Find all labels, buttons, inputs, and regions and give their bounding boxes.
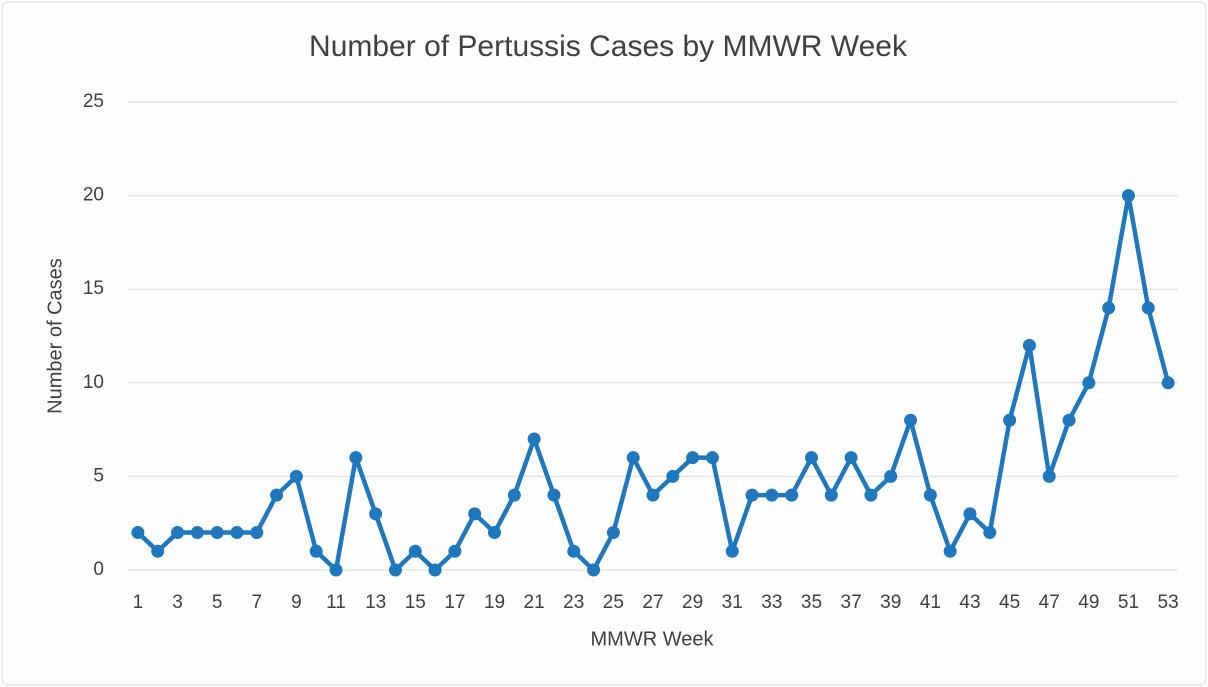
data-point [567, 544, 581, 558]
y-tick-label: 10 [83, 372, 104, 393]
y-tick-label: 25 [83, 91, 104, 112]
x-tick-label: 43 [959, 592, 980, 613]
data-point [309, 544, 323, 558]
data-point [329, 563, 343, 577]
data-point [606, 526, 620, 540]
data-point [983, 526, 997, 540]
data-point [804, 451, 818, 465]
x-tick-label: 39 [880, 592, 901, 613]
x-tick-label: 33 [761, 592, 782, 613]
data-point [250, 526, 264, 540]
x-tick-label: 35 [801, 592, 822, 613]
data-point [745, 488, 759, 502]
data-point [1062, 413, 1076, 427]
data-point [626, 451, 640, 465]
data-point [725, 544, 739, 558]
x-tick-label: 7 [251, 592, 262, 613]
x-tick-label: 3 [172, 592, 183, 613]
x-tick-label: 11 [326, 592, 346, 613]
x-tick-label: 9 [291, 592, 302, 613]
x-tick-label: 27 [642, 592, 663, 613]
data-point [388, 563, 402, 577]
x-tick-label: 17 [444, 592, 465, 613]
data-point [943, 544, 957, 558]
x-tick-label: 53 [1158, 592, 1179, 613]
x-tick-label: 21 [524, 592, 545, 613]
data-point [963, 507, 977, 521]
data-point [369, 507, 383, 521]
data-point [468, 507, 482, 521]
data-point [884, 469, 898, 483]
data-point [289, 469, 303, 483]
data-point [270, 488, 284, 502]
data-point [151, 544, 165, 558]
data-point [705, 451, 719, 465]
x-tick-label: 49 [1078, 592, 1099, 613]
data-point [210, 526, 224, 540]
data-point [1121, 189, 1135, 203]
data-point [587, 563, 601, 577]
data-point [1003, 413, 1017, 427]
data-point [686, 451, 700, 465]
x-tick-label: 41 [920, 592, 941, 613]
chart-title: Number of Pertussis Cases by MMWR Week [309, 30, 908, 63]
data-point [1022, 338, 1036, 352]
data-point [547, 488, 561, 502]
data-point [1141, 301, 1155, 315]
data-point [1102, 301, 1116, 315]
x-tick-label: 23 [563, 592, 584, 613]
data-point [646, 488, 660, 502]
data-point [349, 451, 363, 465]
data-point [1042, 469, 1056, 483]
x-tick-label: 29 [682, 592, 703, 613]
data-point [131, 526, 145, 540]
x-tick-label: 13 [365, 592, 386, 613]
y-tick-label: 5 [93, 465, 104, 486]
y-tick-label: 0 [93, 559, 104, 580]
data-point [923, 488, 937, 502]
data-point [488, 526, 502, 540]
data-point [824, 488, 838, 502]
data-point [230, 526, 244, 540]
data-point [904, 413, 918, 427]
data-point [171, 526, 185, 540]
data-point [527, 432, 541, 446]
x-tick-label: 5 [212, 592, 223, 613]
x-tick-label: 31 [722, 592, 743, 613]
x-axis-label: MMWR Week [591, 628, 715, 650]
data-point [864, 488, 878, 502]
x-tick-label: 37 [841, 592, 862, 613]
y-tick-label: 15 [83, 278, 104, 299]
y-tick-label: 20 [83, 185, 104, 206]
x-tick-label: 47 [1039, 592, 1060, 613]
x-tick-label: 25 [603, 592, 624, 613]
data-point [507, 488, 521, 502]
data-point [765, 488, 779, 502]
data-point [1082, 376, 1096, 390]
data-point [428, 563, 442, 577]
x-tick-label: 15 [405, 592, 426, 613]
x-tick-label: 45 [999, 592, 1020, 613]
data-point [1161, 376, 1175, 390]
data-point [190, 526, 204, 540]
x-tick-label: 1 [133, 592, 144, 613]
y-axis-label: Number of Cases [44, 258, 66, 414]
data-point [785, 488, 799, 502]
x-tick-label: 19 [484, 592, 505, 613]
data-point [666, 469, 680, 483]
data-point [448, 544, 462, 558]
data-point [408, 544, 422, 558]
data-point [844, 451, 858, 465]
x-tick-label: 51 [1118, 592, 1139, 613]
